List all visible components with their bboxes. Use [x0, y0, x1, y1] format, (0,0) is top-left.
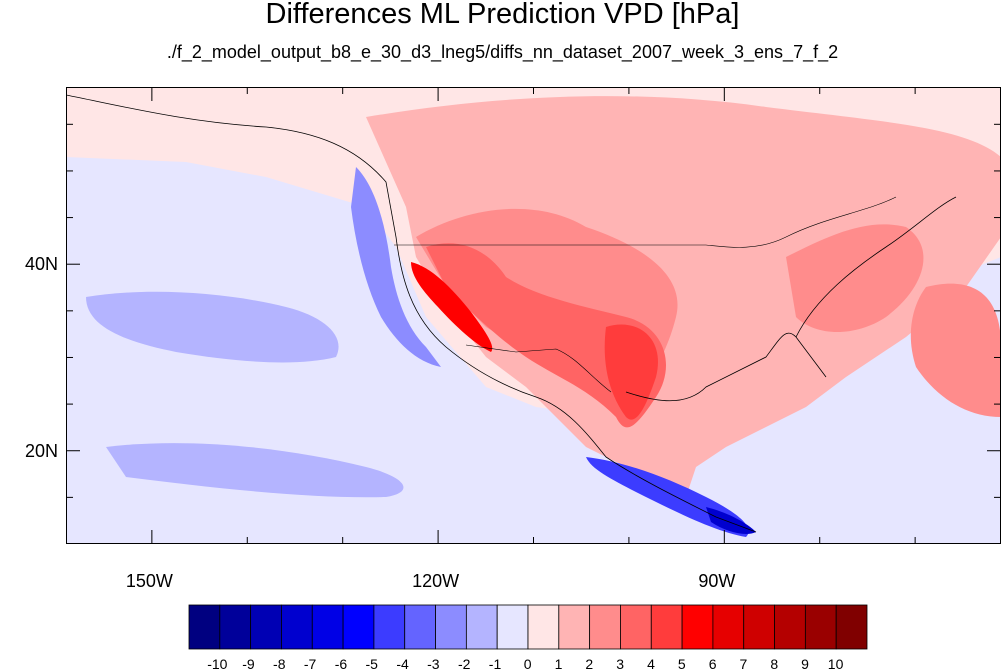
- colorbar-label: -8: [273, 656, 286, 672]
- colorbar-label: 1: [554, 656, 563, 672]
- lon-tick-label-150w: 150W: [125, 571, 173, 591]
- colorbar-swatch: [465, 604, 498, 650]
- lon-tick-label-90w: 90W: [698, 571, 736, 591]
- colorbar-label: 7: [739, 656, 748, 672]
- plot-title: Differences ML Prediction VPD [hPa]: [265, 0, 740, 30]
- colorbar-swatch: [774, 604, 806, 650]
- colorbar-swatch: [835, 604, 868, 650]
- border-usa-canada: [394, 196, 897, 248]
- colorbar-label: -10: [207, 656, 228, 672]
- colorbar-label: 6: [708, 656, 717, 672]
- colorbar-swatch: [373, 604, 406, 650]
- colorbar-swatch: [804, 604, 837, 650]
- colorbar-swatch: [342, 604, 375, 650]
- colorbar-swatch: [404, 604, 436, 650]
- colorbar-label: -7: [303, 656, 317, 672]
- colorbar-label: 0: [523, 656, 532, 672]
- lat-tick-label-20n: 20N: [25, 440, 59, 461]
- colorbar-swatch: [712, 604, 745, 650]
- map-region-baja-coast-hot: [411, 262, 493, 352]
- colorbar-swatch: [589, 604, 621, 650]
- colorbar-label: -9: [242, 656, 255, 672]
- map-region-pacific-cool: [86, 291, 339, 363]
- map-region-pacific-coast-cool: [351, 167, 441, 367]
- map-region-gulf-coast-hot: [604, 324, 658, 420]
- colorbar-swatch: [620, 604, 652, 650]
- lon-tick-label-120w: 120W: [412, 571, 460, 591]
- border-usa-mexico: [465, 344, 612, 393]
- map-panel: [66, 87, 1001, 544]
- colorbar-swatch: [650, 604, 683, 650]
- colorbar-label: 2: [585, 656, 594, 672]
- colorbar-label: -4: [396, 656, 409, 672]
- colorbar-label: 10: [827, 656, 844, 672]
- colorbar-label: 4: [647, 656, 655, 672]
- map-region-pacific-cool-2: [106, 443, 404, 498]
- map-region-atlantic-warm: [910, 283, 1001, 417]
- colorbar-swatch: [743, 604, 775, 650]
- colorbar-label: -5: [365, 656, 378, 672]
- colorbar-label: 5: [677, 656, 686, 672]
- colorbar-label: -6: [334, 656, 348, 672]
- coastline-north-america: [66, 94, 957, 533]
- map-region-mexico-pacific-cold: [586, 457, 749, 537]
- colorbar-swatch: [219, 604, 252, 650]
- colorbar-swatch: [496, 604, 529, 650]
- colorbar-swatch: [311, 604, 344, 650]
- map-tick-marks: [66, 87, 1001, 544]
- colorbar-swatch: [281, 604, 313, 650]
- colorbar: [188, 604, 868, 650]
- colorbar-label: -2: [457, 656, 471, 672]
- colorbar-label: 8: [770, 656, 779, 672]
- colorbar-label: 3: [616, 656, 625, 672]
- colorbar-label: -3: [427, 656, 440, 672]
- colorbar-swatch: [681, 604, 714, 650]
- map-region-east-coast: [786, 224, 924, 332]
- map-region-land-warm: [366, 96, 1001, 497]
- lat-tick-label-40n: 40N: [25, 254, 59, 275]
- colorbar-swatch: [558, 604, 591, 650]
- colorbar-label: 9: [801, 656, 809, 672]
- colorbar-swatch: [527, 604, 560, 650]
- colorbar-swatch: [435, 604, 467, 650]
- plot-subtitle: ./f_2_model_output_b8_e_30_d3_lneg5/diff…: [166, 42, 839, 62]
- colorbar-label: -1: [488, 656, 502, 672]
- map-region-southwest-hot: [426, 243, 666, 428]
- colorbar-swatch: [188, 604, 221, 650]
- colorbar-swatch: [250, 604, 282, 650]
